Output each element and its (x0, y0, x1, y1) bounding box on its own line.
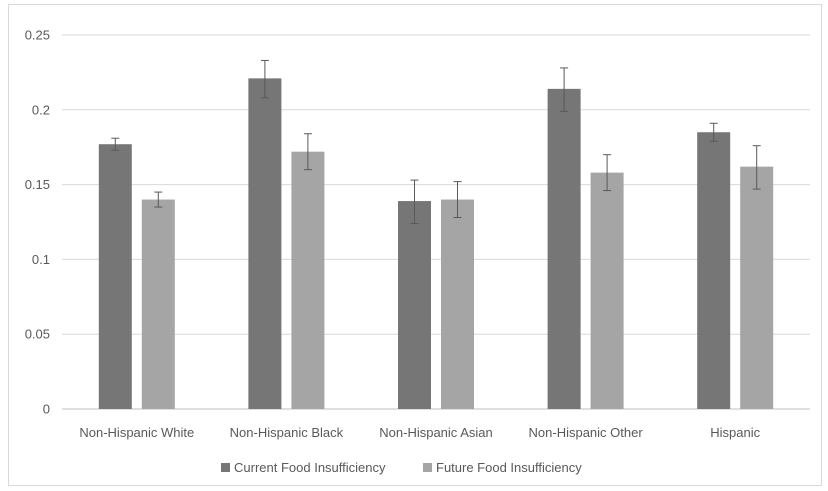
x-tick-label: Non-Hispanic White (79, 425, 194, 440)
x-tick-label: Hispanic (710, 425, 760, 440)
x-tick-label: Non-Hispanic Asian (379, 425, 492, 440)
bar-current-0 (98, 144, 132, 409)
y-tick-label: 0.1 (32, 252, 50, 267)
x-axis-tick-labels: Non-Hispanic White Non-Hispanic Black Non-… (79, 425, 760, 440)
legend-swatch (423, 463, 432, 472)
bar-current-3 (547, 88, 581, 409)
legend-swatch (221, 463, 230, 472)
y-tick-label: 0.25 (25, 28, 50, 43)
legend-label: Future Food Insufficiency (436, 460, 582, 475)
bar-current-4 (697, 132, 731, 410)
y-axis-tick-labels: 0 0.05 0.1 0.15 0.2 0.25 (25, 28, 50, 417)
error-bars (111, 59, 761, 224)
bar-current-2 (398, 201, 431, 409)
bar-future-3 (590, 172, 624, 409)
y-tick-label: 0.2 (32, 102, 50, 117)
bars (98, 78, 774, 410)
bar-current-1 (248, 78, 282, 409)
bar-future-4 (740, 166, 774, 409)
y-tick-label: 0 (43, 402, 50, 417)
y-tick-label: 0.15 (25, 177, 50, 192)
x-tick-label: Non-Hispanic Black (230, 425, 344, 440)
legend-label: Current Food Insufficiency (234, 460, 386, 475)
legend: Current Food Insufficiency Future Food In… (221, 460, 582, 475)
bar-future-1 (291, 151, 325, 410)
gridlines (62, 34, 810, 410)
bar-future-2 (441, 199, 474, 409)
y-tick-label: 0.05 (25, 327, 50, 342)
bar-future-0 (141, 199, 175, 409)
x-tick-label: Non-Hispanic Other (529, 425, 644, 440)
